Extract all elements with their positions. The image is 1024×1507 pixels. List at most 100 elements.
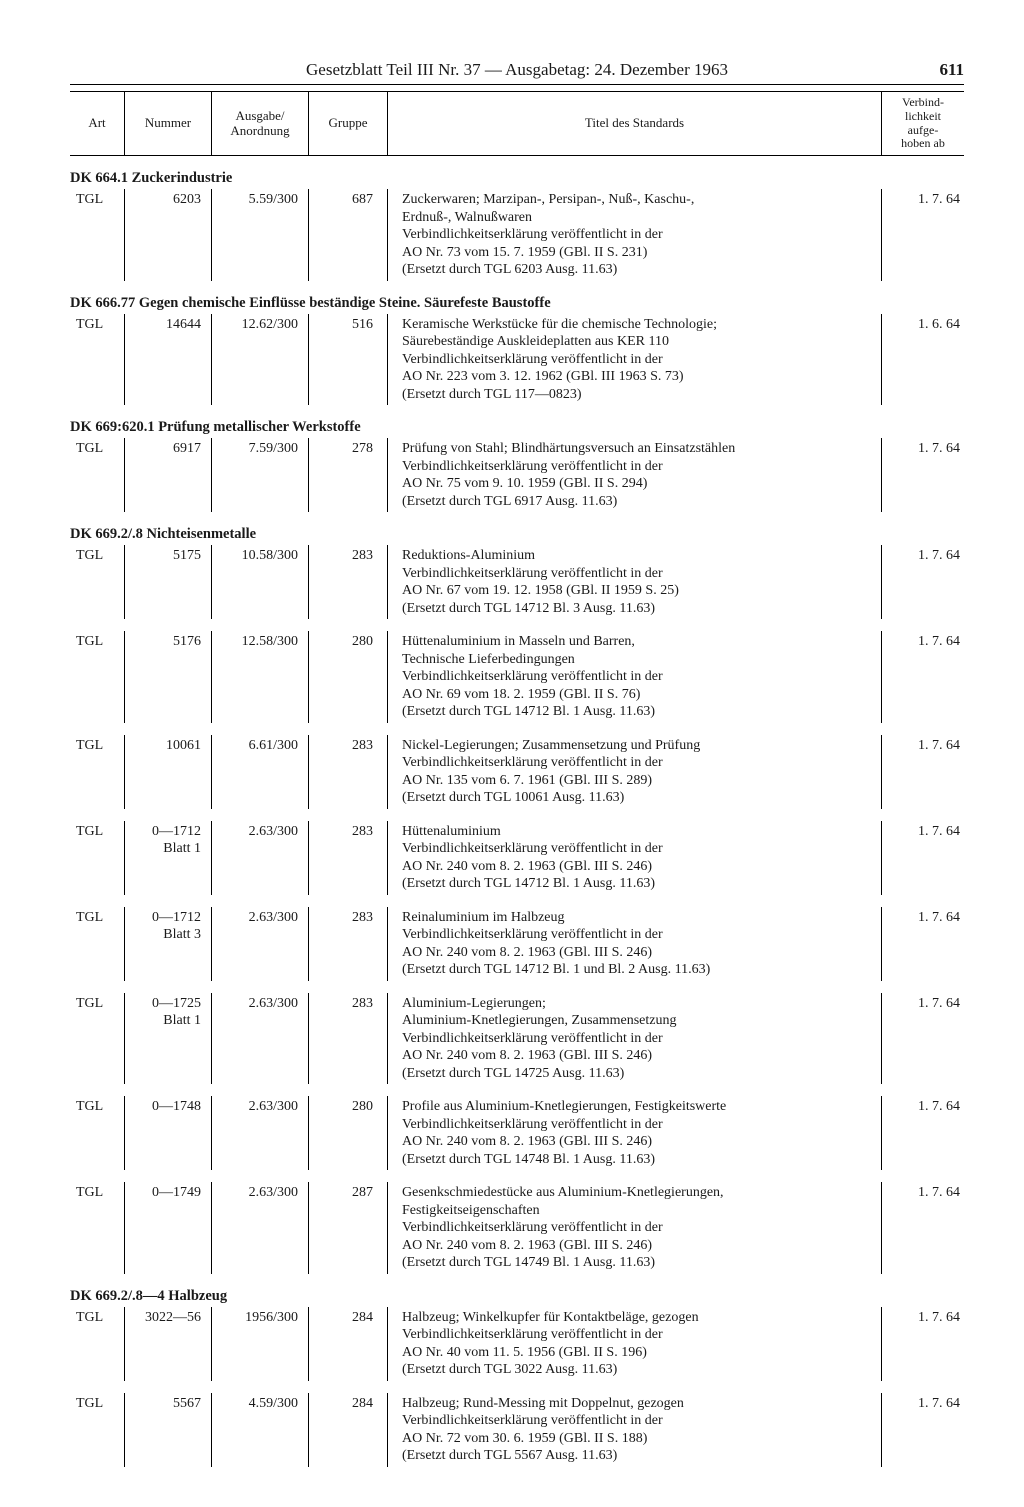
table-row: TGL62035.59/300687Zuckerwaren; Marzipan-… <box>70 189 964 281</box>
table-row: TGL517510.58/300283Reduktions-AluminiumV… <box>70 545 964 619</box>
table-row: TGL3022—561956/300284Halbzeug; Winkelkup… <box>70 1307 964 1381</box>
cell-nummer: 10061 <box>125 735 212 809</box>
table-body: DK 664.1 ZuckerindustrieTGL62035.59/3006… <box>70 156 964 1467</box>
cell-titel: HüttenaluminiumVerbindlichkeitserklärung… <box>388 821 882 895</box>
page-header: Gesetzblatt Teil III Nr. 37 — Ausgabetag… <box>70 60 964 85</box>
table-row: TGL69177.59/300278Prüfung von Stahl; Bli… <box>70 438 964 512</box>
cell-verbind: 1. 7. 64 <box>882 1096 965 1170</box>
section-heading: DK 669.2/.8 Nichteisenmetalle <box>70 512 964 545</box>
cell-titel: Zuckerwaren; Marzipan-, Persipan-, Nuß-,… <box>388 189 882 281</box>
cell-art: TGL <box>70 189 125 281</box>
cell-gruppe: 687 <box>309 189 388 281</box>
titel-line: (Ersetzt durch TGL 3022 Ausg. 11.63) <box>402 1361 871 1379</box>
cell-verbind: 1. 7. 64 <box>882 545 965 619</box>
cell-verbind: 1. 7. 64 <box>882 821 965 895</box>
cell-ausgabe: 2.63/300 <box>212 821 309 895</box>
cell-ausgabe: 7.59/300 <box>212 438 309 512</box>
cell-gruppe: 283 <box>309 821 388 895</box>
titel-line: AO Nr. 240 vom 8. 2. 1963 (GBl. III S. 2… <box>402 1237 871 1255</box>
titel-line: Festigkeitseigenschaften <box>402 1202 871 1220</box>
cell-gruppe: 283 <box>309 993 388 1085</box>
titel-line: Prüfung von Stahl; Blindhärtungsversuch … <box>402 440 871 458</box>
cell-art: TGL <box>70 1096 125 1170</box>
section-heading: DK 666.77 Gegen chemische Einflüsse best… <box>70 281 964 314</box>
titel-line: AO Nr. 240 vom 8. 2. 1963 (GBl. III S. 2… <box>402 1047 871 1065</box>
cell-titel: Prüfung von Stahl; Blindhärtungsversuch … <box>388 438 882 512</box>
cell-gruppe: 280 <box>309 1096 388 1170</box>
cell-nummer: 6203 <box>125 189 212 281</box>
section-heading: DK 669.2/.8—4 Halbzeug <box>70 1274 964 1307</box>
titel-line: (Ersetzt durch TGL 14712 Bl. 3 Ausg. 11.… <box>402 600 871 618</box>
cell-art: TGL <box>70 907 125 981</box>
titel-line: Verbindlichkeitserklärung veröffentlicht… <box>402 926 871 944</box>
section-heading: DK 664.1 Zuckerindustrie <box>70 156 964 190</box>
cell-art: TGL <box>70 631 125 723</box>
header-title: Gesetzblatt Teil III Nr. 37 — Ausgabetag… <box>130 60 904 80</box>
titel-line: (Ersetzt durch TGL 14712 Bl. 1 und Bl. 2… <box>402 961 871 979</box>
cell-ausgabe: 2.63/300 <box>212 1182 309 1274</box>
titel-line: (Ersetzt durch TGL 117—0823) <box>402 386 871 404</box>
cell-ausgabe: 2.63/300 <box>212 993 309 1085</box>
cell-nummer: 5175 <box>125 545 212 619</box>
titel-line: Reinaluminium im Halbzeug <box>402 909 871 927</box>
cell-gruppe: 283 <box>309 545 388 619</box>
cell-nummer: 0—1712 Blatt 3 <box>125 907 212 981</box>
titel-line: Reduktions-Aluminium <box>402 547 871 565</box>
cell-verbind: 1. 6. 64 <box>882 314 965 406</box>
table-row: TGL0—1725 Blatt 12.63/300283Aluminium-Le… <box>70 993 964 1085</box>
titel-line: Halbzeug; Rund-Messing mit Doppelnut, ge… <box>402 1395 871 1413</box>
titel-line: Verbindlichkeitserklärung veröffentlicht… <box>402 1030 871 1048</box>
cell-titel: Reinaluminium im HalbzeugVerbindlichkeit… <box>388 907 882 981</box>
cell-verbind: 1. 7. 64 <box>882 189 965 281</box>
titel-line: Keramische Werkstücke für die chemische … <box>402 316 871 334</box>
titel-line: AO Nr. 240 vom 8. 2. 1963 (GBl. III S. 2… <box>402 944 871 962</box>
cell-verbind: 1. 7. 64 <box>882 1307 965 1381</box>
col-nummer: Nummer <box>125 92 212 156</box>
titel-line: Erdnuß-, Walnußwaren <box>402 209 871 227</box>
cell-art: TGL <box>70 545 125 619</box>
cell-verbind: 1. 7. 64 <box>882 907 965 981</box>
cell-ausgabe: 2.63/300 <box>212 1096 309 1170</box>
table-row: TGL517612.58/300280Hüttenaluminium in Ma… <box>70 631 964 723</box>
titel-line: AO Nr. 240 vom 8. 2. 1963 (GBl. III S. 2… <box>402 1133 871 1151</box>
cell-ausgabe: 10.58/300 <box>212 545 309 619</box>
titel-line: (Ersetzt durch TGL 6203 Ausg. 11.63) <box>402 261 871 279</box>
titel-line: (Ersetzt durch TGL 14725 Ausg. 11.63) <box>402 1065 871 1083</box>
titel-line: AO Nr. 135 vom 6. 7. 1961 (GBl. III S. 2… <box>402 772 871 790</box>
titel-line: (Ersetzt durch TGL 14748 Bl. 1 Ausg. 11.… <box>402 1151 871 1169</box>
titel-line: Zuckerwaren; Marzipan-, Persipan-, Nuß-,… <box>402 191 871 209</box>
standards-table: Art Nummer Ausgabe/ Anordnung Gruppe Tit… <box>70 91 964 1467</box>
titel-line: (Ersetzt durch TGL 14712 Bl. 1 Ausg. 11.… <box>402 875 871 893</box>
titel-line: Hüttenaluminium in Masseln und Barren, <box>402 633 871 651</box>
table-row: TGL1464412.62/300516Keramische Werkstück… <box>70 314 964 406</box>
cell-titel: Halbzeug; Winkelkupfer für Kontaktbeläge… <box>388 1307 882 1381</box>
cell-gruppe: 280 <box>309 631 388 723</box>
table-row: TGL0—17492.63/300287Gesenkschmiedestücke… <box>70 1182 964 1274</box>
cell-titel: Profile aus Aluminium-Knetlegierungen, F… <box>388 1096 882 1170</box>
cell-gruppe: 284 <box>309 1307 388 1381</box>
titel-line: Verbindlichkeitserklärung veröffentlicht… <box>402 1219 871 1237</box>
titel-line: AO Nr. 73 vom 15. 7. 1959 (GBl. II S. 23… <box>402 244 871 262</box>
cell-ausgabe: 12.58/300 <box>212 631 309 723</box>
titel-line: AO Nr. 240 vom 8. 2. 1963 (GBl. III S. 2… <box>402 858 871 876</box>
cell-verbind: 1. 7. 64 <box>882 993 965 1085</box>
cell-gruppe: 283 <box>309 907 388 981</box>
titel-line: Aluminium-Knetlegierungen, Zusammensetzu… <box>402 1012 871 1030</box>
col-ausgabe: Ausgabe/ Anordnung <box>212 92 309 156</box>
titel-line: Verbindlichkeitserklärung veröffentlicht… <box>402 754 871 772</box>
cell-ausgabe: 2.63/300 <box>212 907 309 981</box>
cell-nummer: 5176 <box>125 631 212 723</box>
titel-line: Aluminium-Legierungen; <box>402 995 871 1013</box>
cell-verbind: 1. 7. 64 <box>882 735 965 809</box>
titel-line: Hüttenaluminium <box>402 823 871 841</box>
cell-titel: Gesenkschmiedestücke aus Aluminium-Knetl… <box>388 1182 882 1274</box>
titel-line: Verbindlichkeitserklärung veröffentlicht… <box>402 226 871 244</box>
titel-line: Technische Lieferbedingungen <box>402 651 871 669</box>
cell-nummer: 6917 <box>125 438 212 512</box>
cell-titel: Hüttenaluminium in Masseln und Barren,Te… <box>388 631 882 723</box>
page-number: 611 <box>904 60 964 80</box>
titel-line: Verbindlichkeitserklärung veröffentlicht… <box>402 458 871 476</box>
cell-ausgabe: 6.61/300 <box>212 735 309 809</box>
titel-line: Verbindlichkeitserklärung veröffentlicht… <box>402 668 871 686</box>
cell-nummer: 0—1749 <box>125 1182 212 1274</box>
